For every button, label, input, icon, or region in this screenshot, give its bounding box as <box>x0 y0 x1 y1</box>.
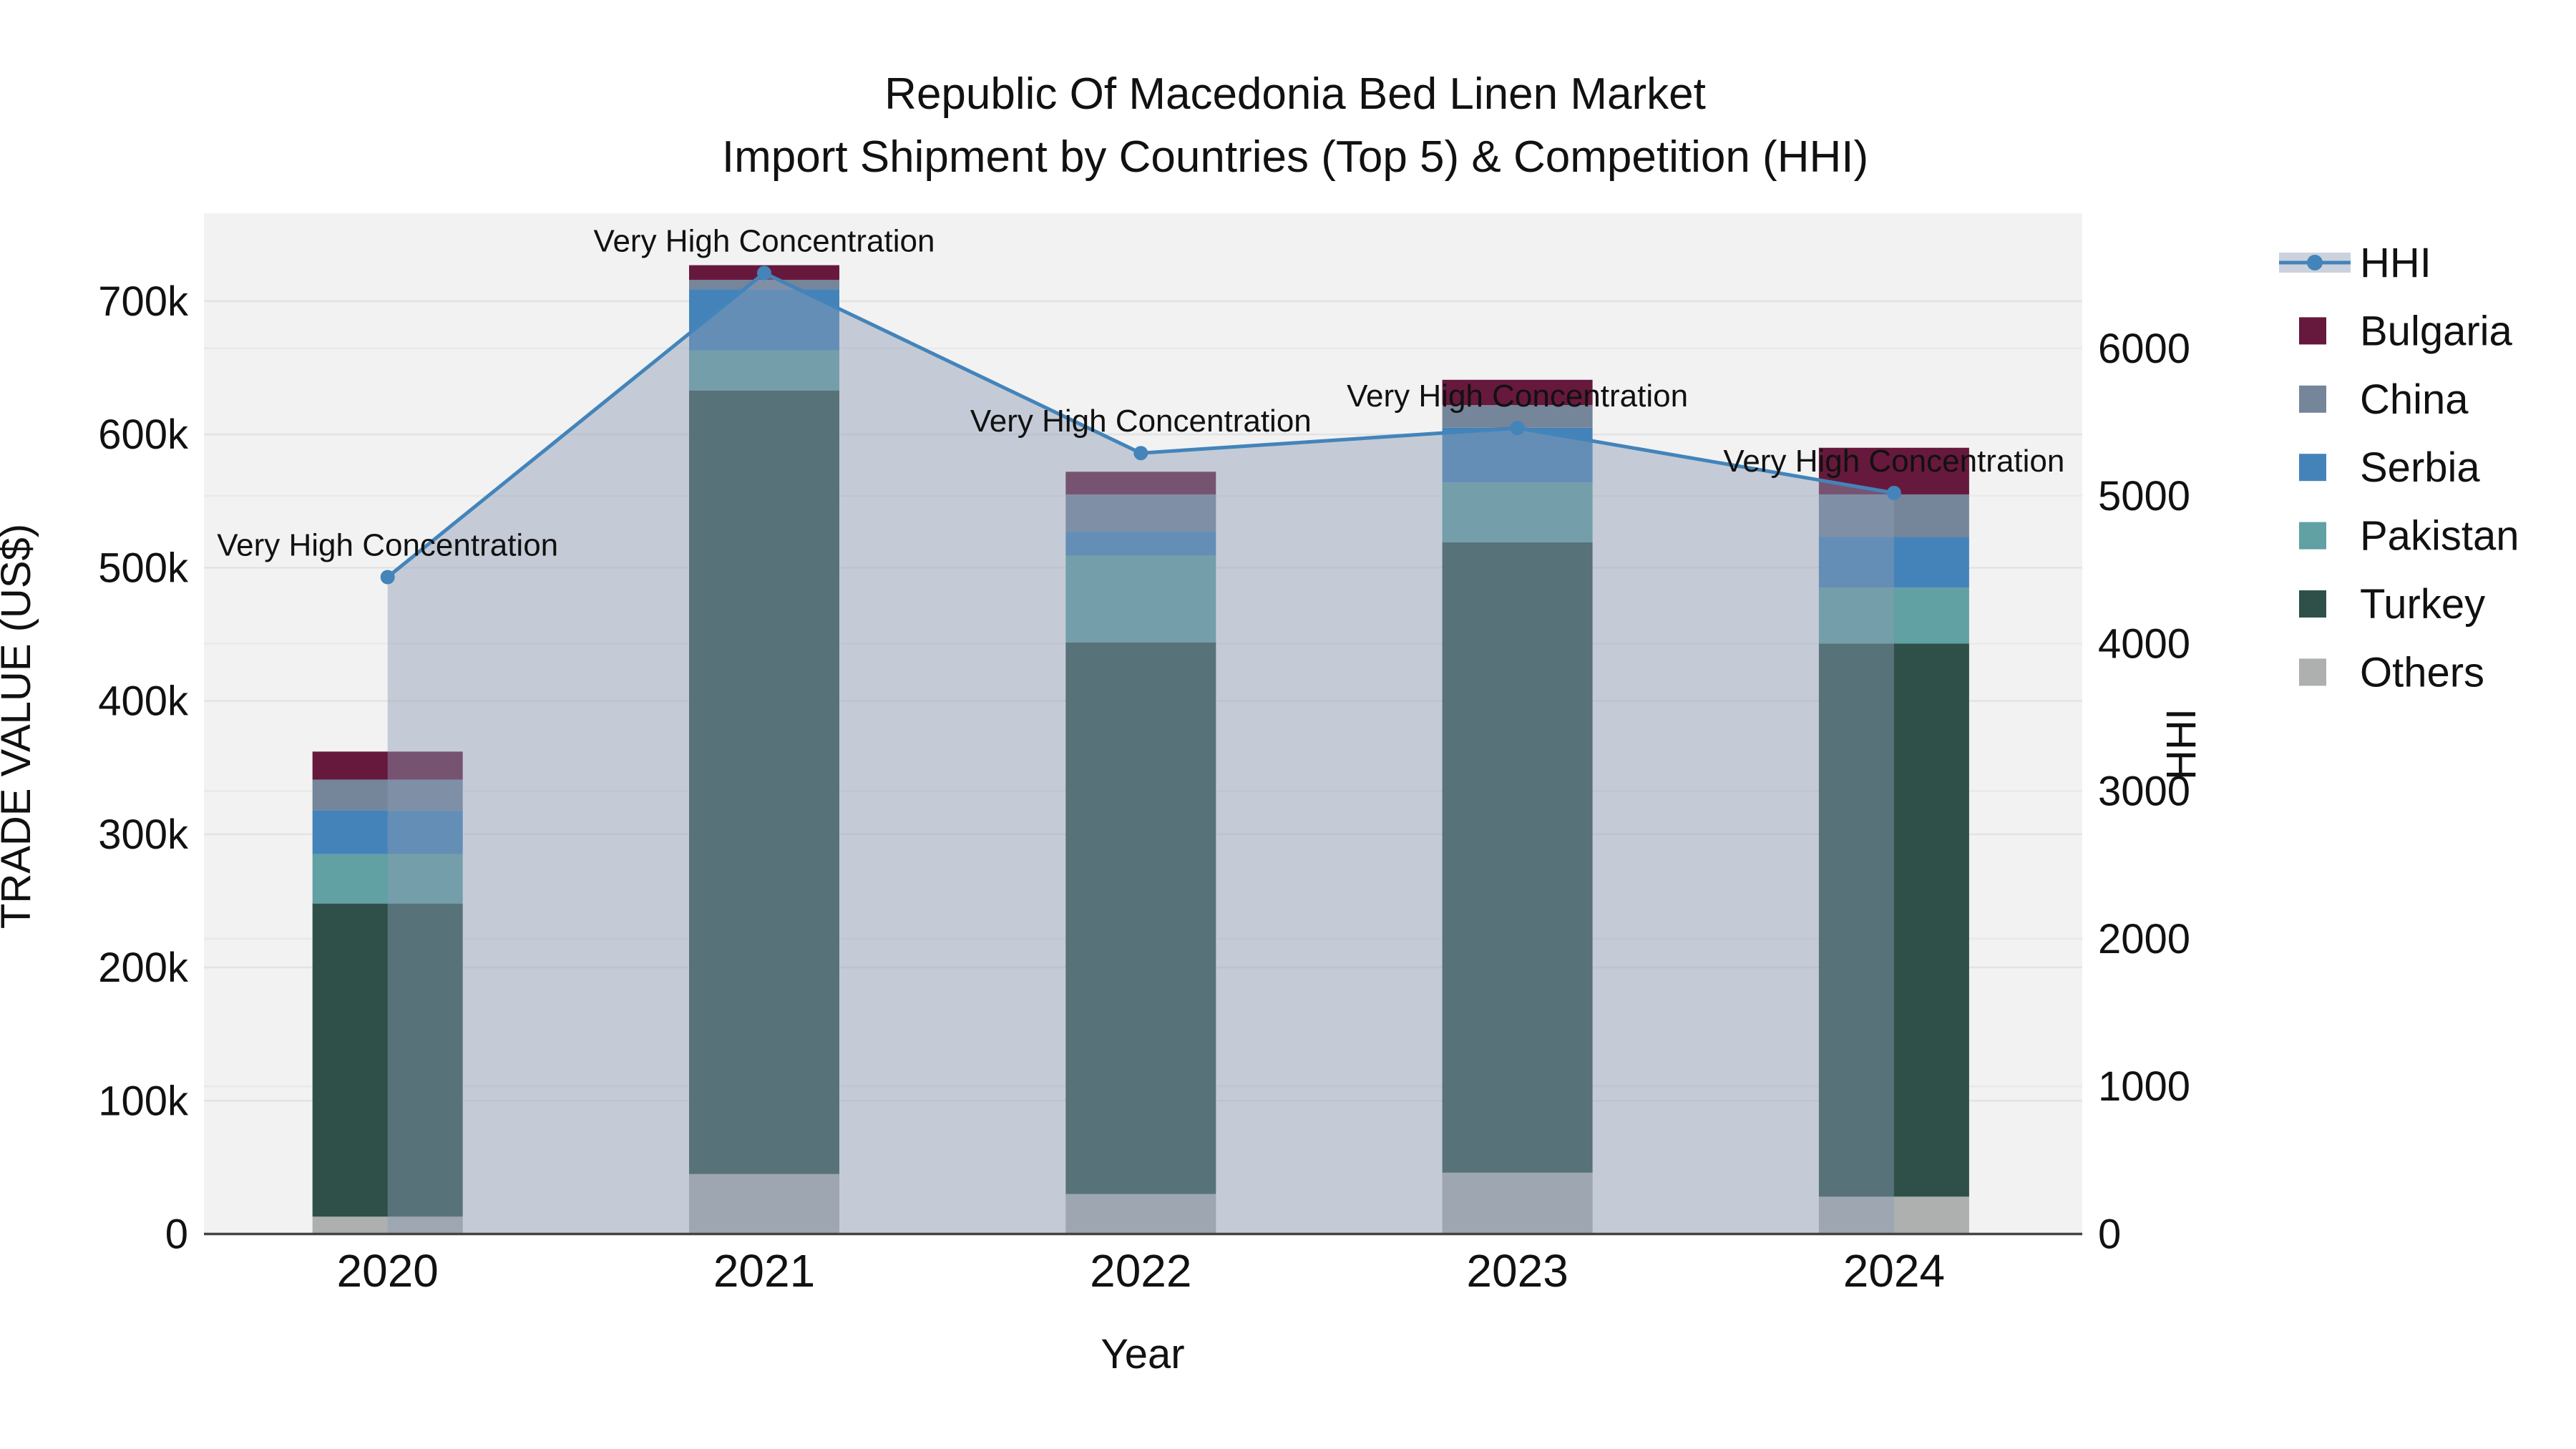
y-right-tick-label-5000: 5000 <box>2098 473 2190 519</box>
x-tick-label-2023: 2023 <box>1466 1245 1568 1297</box>
bar-segment-others-2022[interactable] <box>1065 1194 1216 1234</box>
y-right-tick-label-0: 0 <box>2098 1211 2121 1258</box>
legend-layer: HHI Bulgaria China Serbia Pakistan Turkey Othe… <box>2279 240 2519 696</box>
x-tick-label-2024: 2024 <box>1843 1245 1945 1297</box>
hhi-marker-2020[interactable] <box>380 570 395 585</box>
bar-segment-bulgaria-2020[interactable] <box>312 751 463 780</box>
bar-segment-others-2024[interactable] <box>1818 1196 1969 1234</box>
legend-item-pakistan[interactable]: Pakistan <box>2299 513 2519 560</box>
annotation-2021: Very High Concentration <box>594 224 935 259</box>
bar-segment-serbia-2021[interactable] <box>689 289 839 351</box>
annotation-2023: Very High Concentration <box>1347 379 1688 414</box>
annotation-2022: Very High Concentration <box>970 404 1312 439</box>
y-left-tick-label-600k: 600k <box>98 411 189 458</box>
y-left-tick-label-0: 0 <box>165 1211 188 1258</box>
legend-label-others: Others <box>2360 649 2484 696</box>
y-left-axis-title: TRADE VALUE (US$) <box>0 524 39 929</box>
bar-segment-china-2022[interactable] <box>1065 494 1216 532</box>
x-axis-title: Year <box>1101 1331 1184 1377</box>
legend-label-pakistan: Pakistan <box>2360 513 2519 560</box>
legend-swatch-others <box>2299 658 2326 686</box>
annotations-layer: Very High Concentration Very High Concent… <box>217 224 2064 563</box>
annotation-2024: Very High Concentration <box>1723 444 2064 479</box>
y-right-tick-label-3000: 3000 <box>2098 769 2190 815</box>
bar-segment-serbia-2024[interactable] <box>1818 537 1969 588</box>
legend-swatch-serbia <box>2299 454 2326 482</box>
annotation-2020: Very High Concentration <box>217 528 558 563</box>
legend-label-turkey: Turkey <box>2360 581 2485 628</box>
bar-segment-turkey-2024[interactable] <box>1818 643 1969 1197</box>
bar-segment-turkey-2022[interactable] <box>1065 642 1216 1194</box>
y-right-tick-label-2000: 2000 <box>2098 916 2190 962</box>
hhi-marker-2022[interactable] <box>1133 446 1148 461</box>
bar-segment-china-2024[interactable] <box>1818 494 1969 537</box>
legend-item-others[interactable]: Others <box>2299 649 2484 696</box>
bar-segment-pakistan-2021[interactable] <box>689 350 839 391</box>
bar-segment-china-2020[interactable] <box>312 779 463 811</box>
y-left-tick-label-500k: 500k <box>98 545 189 591</box>
bar-segment-pakistan-2022[interactable] <box>1065 555 1216 643</box>
bar-segment-serbia-2022[interactable] <box>1065 532 1216 556</box>
legend-hhi-marker-sample <box>2307 255 2323 270</box>
legend-item-serbia[interactable]: Serbia <box>2299 444 2480 491</box>
legend-item-hhi[interactable]: HHI <box>2279 240 2431 286</box>
y-left-tick-label-400k: 400k <box>98 678 189 725</box>
bar-segment-pakistan-2023[interactable] <box>1442 482 1593 542</box>
chart-title-line1: Republic Of Macedonia Bed Linen Market <box>884 69 1706 119</box>
legend-swatch-turkey <box>2299 590 2326 618</box>
y-right-tick-label-4000: 4000 <box>2098 620 2190 667</box>
legend-item-china[interactable]: China <box>2299 376 2469 423</box>
x-tick-label-2020: 2020 <box>337 1245 439 1297</box>
legend-swatch-china <box>2299 385 2326 413</box>
bar-segment-turkey-2020[interactable] <box>312 903 463 1217</box>
bar-segment-others-2023[interactable] <box>1442 1172 1593 1234</box>
legend-item-turkey[interactable]: Turkey <box>2299 581 2485 628</box>
bar-segment-others-2020[interactable] <box>312 1216 463 1234</box>
legend-swatch-pakistan <box>2299 522 2326 550</box>
y-left-tick-label-200k: 200k <box>98 945 189 991</box>
legend-label-bulgaria: Bulgaria <box>2360 308 2513 354</box>
bars-layer <box>312 265 1969 1234</box>
legend-item-bulgaria[interactable]: Bulgaria <box>2299 308 2513 354</box>
x-tick-label-2022: 2022 <box>1090 1245 1191 1297</box>
hhi-area-fill <box>387 273 1894 1234</box>
legend-label-hhi: HHI <box>2360 240 2431 286</box>
bar-segment-turkey-2023[interactable] <box>1442 542 1593 1173</box>
x-tick-label-2021: 2021 <box>713 1245 815 1297</box>
bar-segment-bulgaria-2023[interactable] <box>1442 379 1593 406</box>
bar-segment-turkey-2021[interactable] <box>689 390 839 1174</box>
bar-segment-serbia-2020[interactable] <box>312 810 463 854</box>
legend-label-serbia: Serbia <box>2360 444 2480 491</box>
chart-title-line2: Import Shipment by Countries (Top 5) & C… <box>722 132 1868 182</box>
hhi-layer <box>380 265 1901 1234</box>
y-left-tick-label-100k: 100k <box>98 1078 189 1124</box>
bar-segment-others-2021[interactable] <box>689 1174 839 1234</box>
hhi-marker-2024[interactable] <box>1886 485 1901 500</box>
hhi-marker-2021[interactable] <box>757 265 771 280</box>
y-right-axis-title: HHI <box>2158 708 2205 780</box>
y-left-tick-label-300k: 300k <box>98 811 189 858</box>
y-right-tick-label-6000: 6000 <box>2098 326 2190 372</box>
hhi-marker-2023[interactable] <box>1510 421 1525 436</box>
bar-segment-china-2021[interactable] <box>689 280 839 290</box>
bar-segment-bulgaria-2022[interactable] <box>1065 472 1216 494</box>
legend-swatch-bulgaria <box>2299 317 2326 345</box>
legend-label-china: China <box>2360 376 2469 423</box>
bar-segment-pakistan-2024[interactable] <box>1818 587 1969 644</box>
y-left-tick-label-700k: 700k <box>98 278 189 325</box>
axes-layer: 0 100k 200k 300k 400k 500k 600k 700k 0 1000 2000 30… <box>98 278 2190 1297</box>
bar-segment-pakistan-2020[interactable] <box>312 854 463 904</box>
y-right-tick-label-1000: 1000 <box>2098 1063 2190 1110</box>
